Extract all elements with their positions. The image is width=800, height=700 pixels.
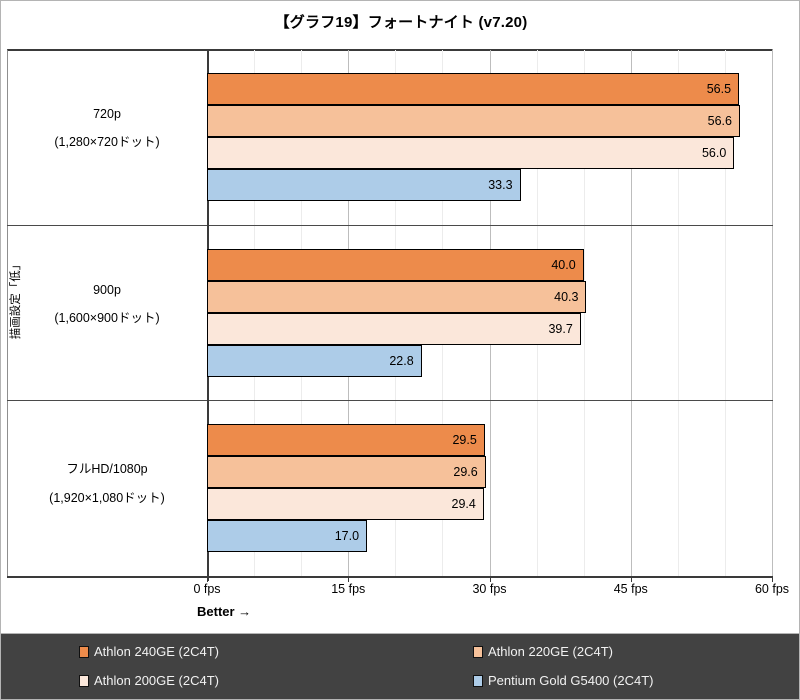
gridline-40fps [583,50,585,576]
bar-value-label: 22.8 [389,353,414,368]
bar [207,136,735,169]
bar [207,104,740,137]
category-label: 900p (1,600×900ドット) [7,283,207,326]
legend-swatch-icon [473,645,483,658]
bar [207,280,587,313]
bar [207,72,740,105]
legend-swatch-icon [79,674,89,687]
bar-value-label: 29.6 [453,465,478,480]
bar-value-label: 29.4 [451,497,476,512]
legend-item[interactable]: Pentium Gold G5400 (2C4T) [473,673,653,688]
x-tick-mark [489,576,491,582]
category-separator [7,400,773,402]
category-label: フルHD/1080p (1,920×1,080ドット) [7,458,207,506]
x-axis-line [7,576,773,578]
bar-value-label: 29.5 [452,433,477,448]
category-name: フルHD/1080p [66,462,148,477]
bar [207,248,584,281]
legend-panel: Athlon 240GE (2C4T) Athlon 220GE (2C4T) At… [1,633,799,699]
bar-value-label: 40.3 [554,289,579,304]
bar [207,424,485,457]
x-tick-label: 60 fps [754,582,790,596]
category-detail: (1,920×1,080ドット) [49,491,165,506]
bar [207,456,486,489]
legend-label: Athlon 240GE (2C4T) [94,644,220,659]
x-tick-mark [630,576,632,582]
bar [207,520,368,553]
legend-item[interactable]: Athlon 220GE (2C4T) [473,644,613,659]
x-tick-mark [207,576,208,582]
legend-swatch-icon [473,674,483,687]
plot-frame [7,49,772,576]
x-tick-label: 0 fps [193,582,221,596]
bar [207,312,581,345]
category-name: 900p [93,282,121,297]
legend-swatch-icon [79,645,89,658]
bar [207,168,521,201]
bar-value-label: 56.5 [706,81,732,96]
category-separator [7,224,773,226]
page-title: 【グラフ19】フォートナイト (v7.20) [274,14,528,31]
category-detail: (1,600×900ドット) [54,310,160,325]
gridline-60fps [772,50,773,576]
gridline-45fps [630,50,632,576]
legend-item[interactable]: Athlon 200GE (2C4T) [79,673,219,688]
bar [207,488,484,521]
y-axis-title: 描画設定「低」 [10,258,22,340]
legend-label: Athlon 200GE (2C4T) [94,673,220,688]
x-tick-label: 15 fps [331,582,366,596]
bar-value-label: 17.0 [334,529,360,544]
bar-value-label: 56.0 [701,145,727,160]
category-detail: (1,280×720ドット) [54,134,160,149]
x-axis-title: Better → [197,604,252,619]
gridline-55fps [724,50,726,576]
category-name: 720p [93,106,121,121]
bar-value-label: 40.0 [551,257,576,272]
bar-value-label: 39.7 [548,321,573,336]
bar [207,344,422,377]
gridline-50fps [677,50,679,576]
x-tick-mark [348,576,350,582]
legend-label: Pentium Gold G5400 (2C4T) [488,673,654,688]
legend-label: Athlon 220GE (2C4T) [488,644,614,659]
bar-value-label: 56.6 [707,113,732,128]
legend-item[interactable]: Athlon 240GE (2C4T) [79,644,219,659]
x-tick-mark [772,576,773,582]
x-tick-label: 45 fps [613,582,648,596]
bar-value-label: 33.3 [488,177,513,192]
x-tick-label: 30 fps [472,582,507,596]
category-label: 720p (1,280×720ドット) [7,107,207,150]
